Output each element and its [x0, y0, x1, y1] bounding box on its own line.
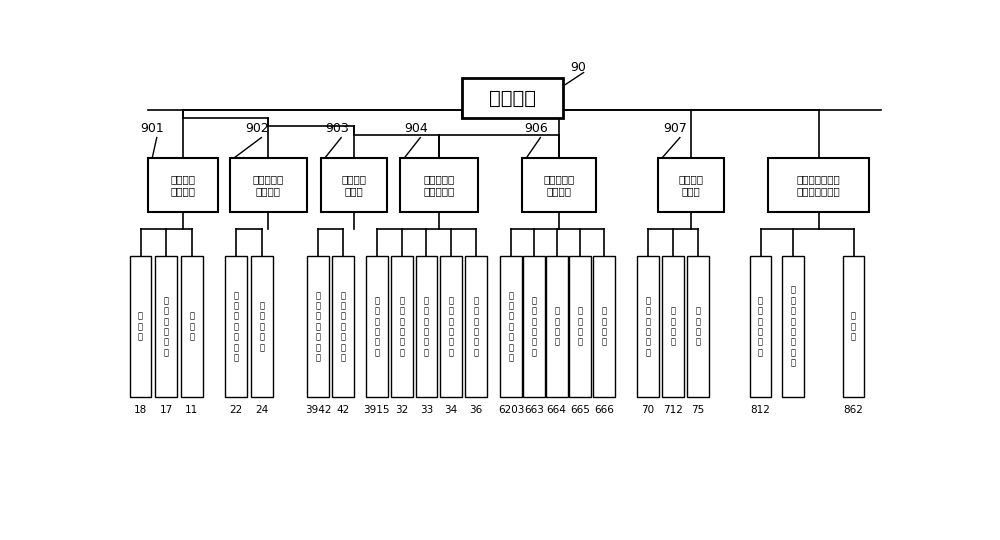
Text: 902: 902: [245, 123, 269, 136]
Text: 小
煤
仓
温
度
表: 小 煤 仓 温 度 表: [424, 296, 429, 357]
Text: 预热温度
监测器: 预热温度 监测器: [341, 174, 366, 196]
Text: 24: 24: [256, 405, 269, 415]
Bar: [307, 256, 329, 397]
Bar: [155, 256, 177, 397]
Text: 小
煤
仓
下
料
阀: 小 煤 仓 下 料 阀: [474, 296, 479, 357]
Text: 664: 664: [547, 405, 567, 415]
Text: 906: 906: [524, 123, 548, 136]
Text: 工控中心: 工控中心: [489, 89, 536, 107]
Text: 小
煤
仓
下
料
阀: 小 煤 仓 下 料 阀: [449, 296, 454, 357]
Text: 煤
仓
上
料
位
计: 煤 仓 上 料 位 计: [374, 296, 379, 357]
Text: 引
风
机: 引 风 机: [138, 312, 143, 342]
Text: 11: 11: [185, 405, 198, 415]
Bar: [225, 256, 247, 397]
Text: 调
节
舵: 调 节 舵: [851, 312, 856, 342]
Text: 废
气
热
室
温
度
表: 废 气 热 室 温 度 表: [340, 291, 345, 362]
Bar: [569, 256, 591, 397]
Text: 焦
改
质
温
度
表: 焦 改 质 温 度 表: [646, 296, 651, 357]
Bar: [522, 158, 596, 212]
Text: 712: 712: [663, 405, 683, 415]
Text: 22: 22: [229, 405, 242, 415]
Bar: [366, 256, 388, 397]
Text: 荒煤气导出冷凝
化产装置控制器: 荒煤气导出冷凝 化产装置控制器: [797, 174, 840, 196]
Text: 熄焦装置
控制器: 熄焦装置 控制器: [678, 174, 703, 196]
Text: 入
炉
煤
输
送
机: 入 炉 煤 输 送 机: [164, 296, 169, 357]
Text: 入炉煤电
气控制器: 入炉煤电 气控制器: [171, 174, 196, 196]
Text: 干
熄
焦
温
度
表: 干 熄 焦 温 度 表: [758, 296, 763, 357]
Text: 空
气
风
机: 空 气 风 机: [554, 307, 559, 347]
Bar: [391, 256, 413, 397]
Bar: [440, 256, 462, 397]
Text: 气体换向装
置控制器: 气体换向装 置控制器: [543, 174, 575, 196]
Text: 663: 663: [524, 405, 544, 415]
Text: 入
炉
煤
粉
输
送
器: 入 炉 煤 粉 输 送 器: [233, 291, 238, 362]
Text: 斗
提
机: 斗 提 机: [189, 312, 194, 342]
Text: 下
料
控
制
阀: 下 料 控 制 阀: [260, 301, 265, 352]
Text: 燃
烧
室
温
度
电
机: 燃 烧 室 温 度 电 机: [508, 291, 513, 362]
Bar: [230, 158, 307, 212]
Text: 旋
转
换
向
电
机: 旋 转 换 向 电 机: [532, 296, 537, 357]
Text: 862: 862: [844, 405, 863, 415]
Text: 入炉煤调节
电气控制器: 入炉煤调节 电气控制器: [423, 174, 454, 196]
Text: 熄
焦
风
门: 熄 焦 风 门: [670, 307, 675, 347]
Text: 812: 812: [751, 405, 770, 415]
Bar: [500, 256, 522, 397]
Text: 36: 36: [469, 405, 483, 415]
Bar: [750, 256, 771, 397]
Bar: [662, 256, 684, 397]
Text: 70: 70: [642, 405, 655, 415]
Text: 90: 90: [571, 61, 586, 74]
Text: 3915: 3915: [364, 405, 390, 415]
Bar: [462, 78, 563, 118]
Text: 6203: 6203: [498, 405, 524, 415]
Bar: [130, 256, 151, 397]
Bar: [523, 256, 545, 397]
Bar: [416, 256, 437, 397]
Text: 17: 17: [159, 405, 173, 415]
Text: 进煤装置电
气控制器: 进煤装置电 气控制器: [253, 174, 284, 196]
Text: 907: 907: [664, 123, 688, 136]
Bar: [332, 256, 354, 397]
Bar: [400, 158, 478, 212]
Text: 废
气
风
机: 废 气 风 机: [601, 307, 606, 347]
Text: 903: 903: [325, 123, 349, 136]
Text: 出
焦
风
机: 出 焦 风 机: [695, 307, 700, 347]
Text: 42: 42: [336, 405, 349, 415]
Bar: [782, 256, 804, 397]
Text: 666: 666: [594, 405, 614, 415]
Text: 入
预
热
室
温
度
表: 入 预 热 室 温 度 表: [315, 291, 320, 362]
Text: 废
煤
仓
下
料
计: 废 煤 仓 下 料 计: [399, 296, 404, 357]
Text: 904: 904: [404, 123, 428, 136]
Bar: [637, 256, 659, 397]
Bar: [843, 256, 864, 397]
Text: 75: 75: [691, 405, 704, 415]
Text: 33: 33: [420, 405, 433, 415]
Bar: [593, 256, 615, 397]
Text: 34: 34: [445, 405, 458, 415]
Bar: [658, 158, 724, 212]
Text: 荒
煤
气
导
出
温
度
表: 荒 煤 气 导 出 温 度 表: [791, 286, 796, 368]
Bar: [687, 256, 709, 397]
Text: 3942: 3942: [305, 405, 331, 415]
Bar: [148, 158, 218, 212]
Bar: [181, 256, 202, 397]
Text: 901: 901: [140, 123, 164, 136]
Text: 煤
气
风
机: 煤 气 风 机: [577, 307, 582, 347]
Bar: [251, 256, 273, 397]
Text: 18: 18: [134, 405, 147, 415]
Text: 665: 665: [570, 405, 590, 415]
Bar: [321, 158, 387, 212]
Bar: [768, 158, 869, 212]
Bar: [546, 256, 568, 397]
Text: 32: 32: [395, 405, 408, 415]
Bar: [465, 256, 487, 397]
